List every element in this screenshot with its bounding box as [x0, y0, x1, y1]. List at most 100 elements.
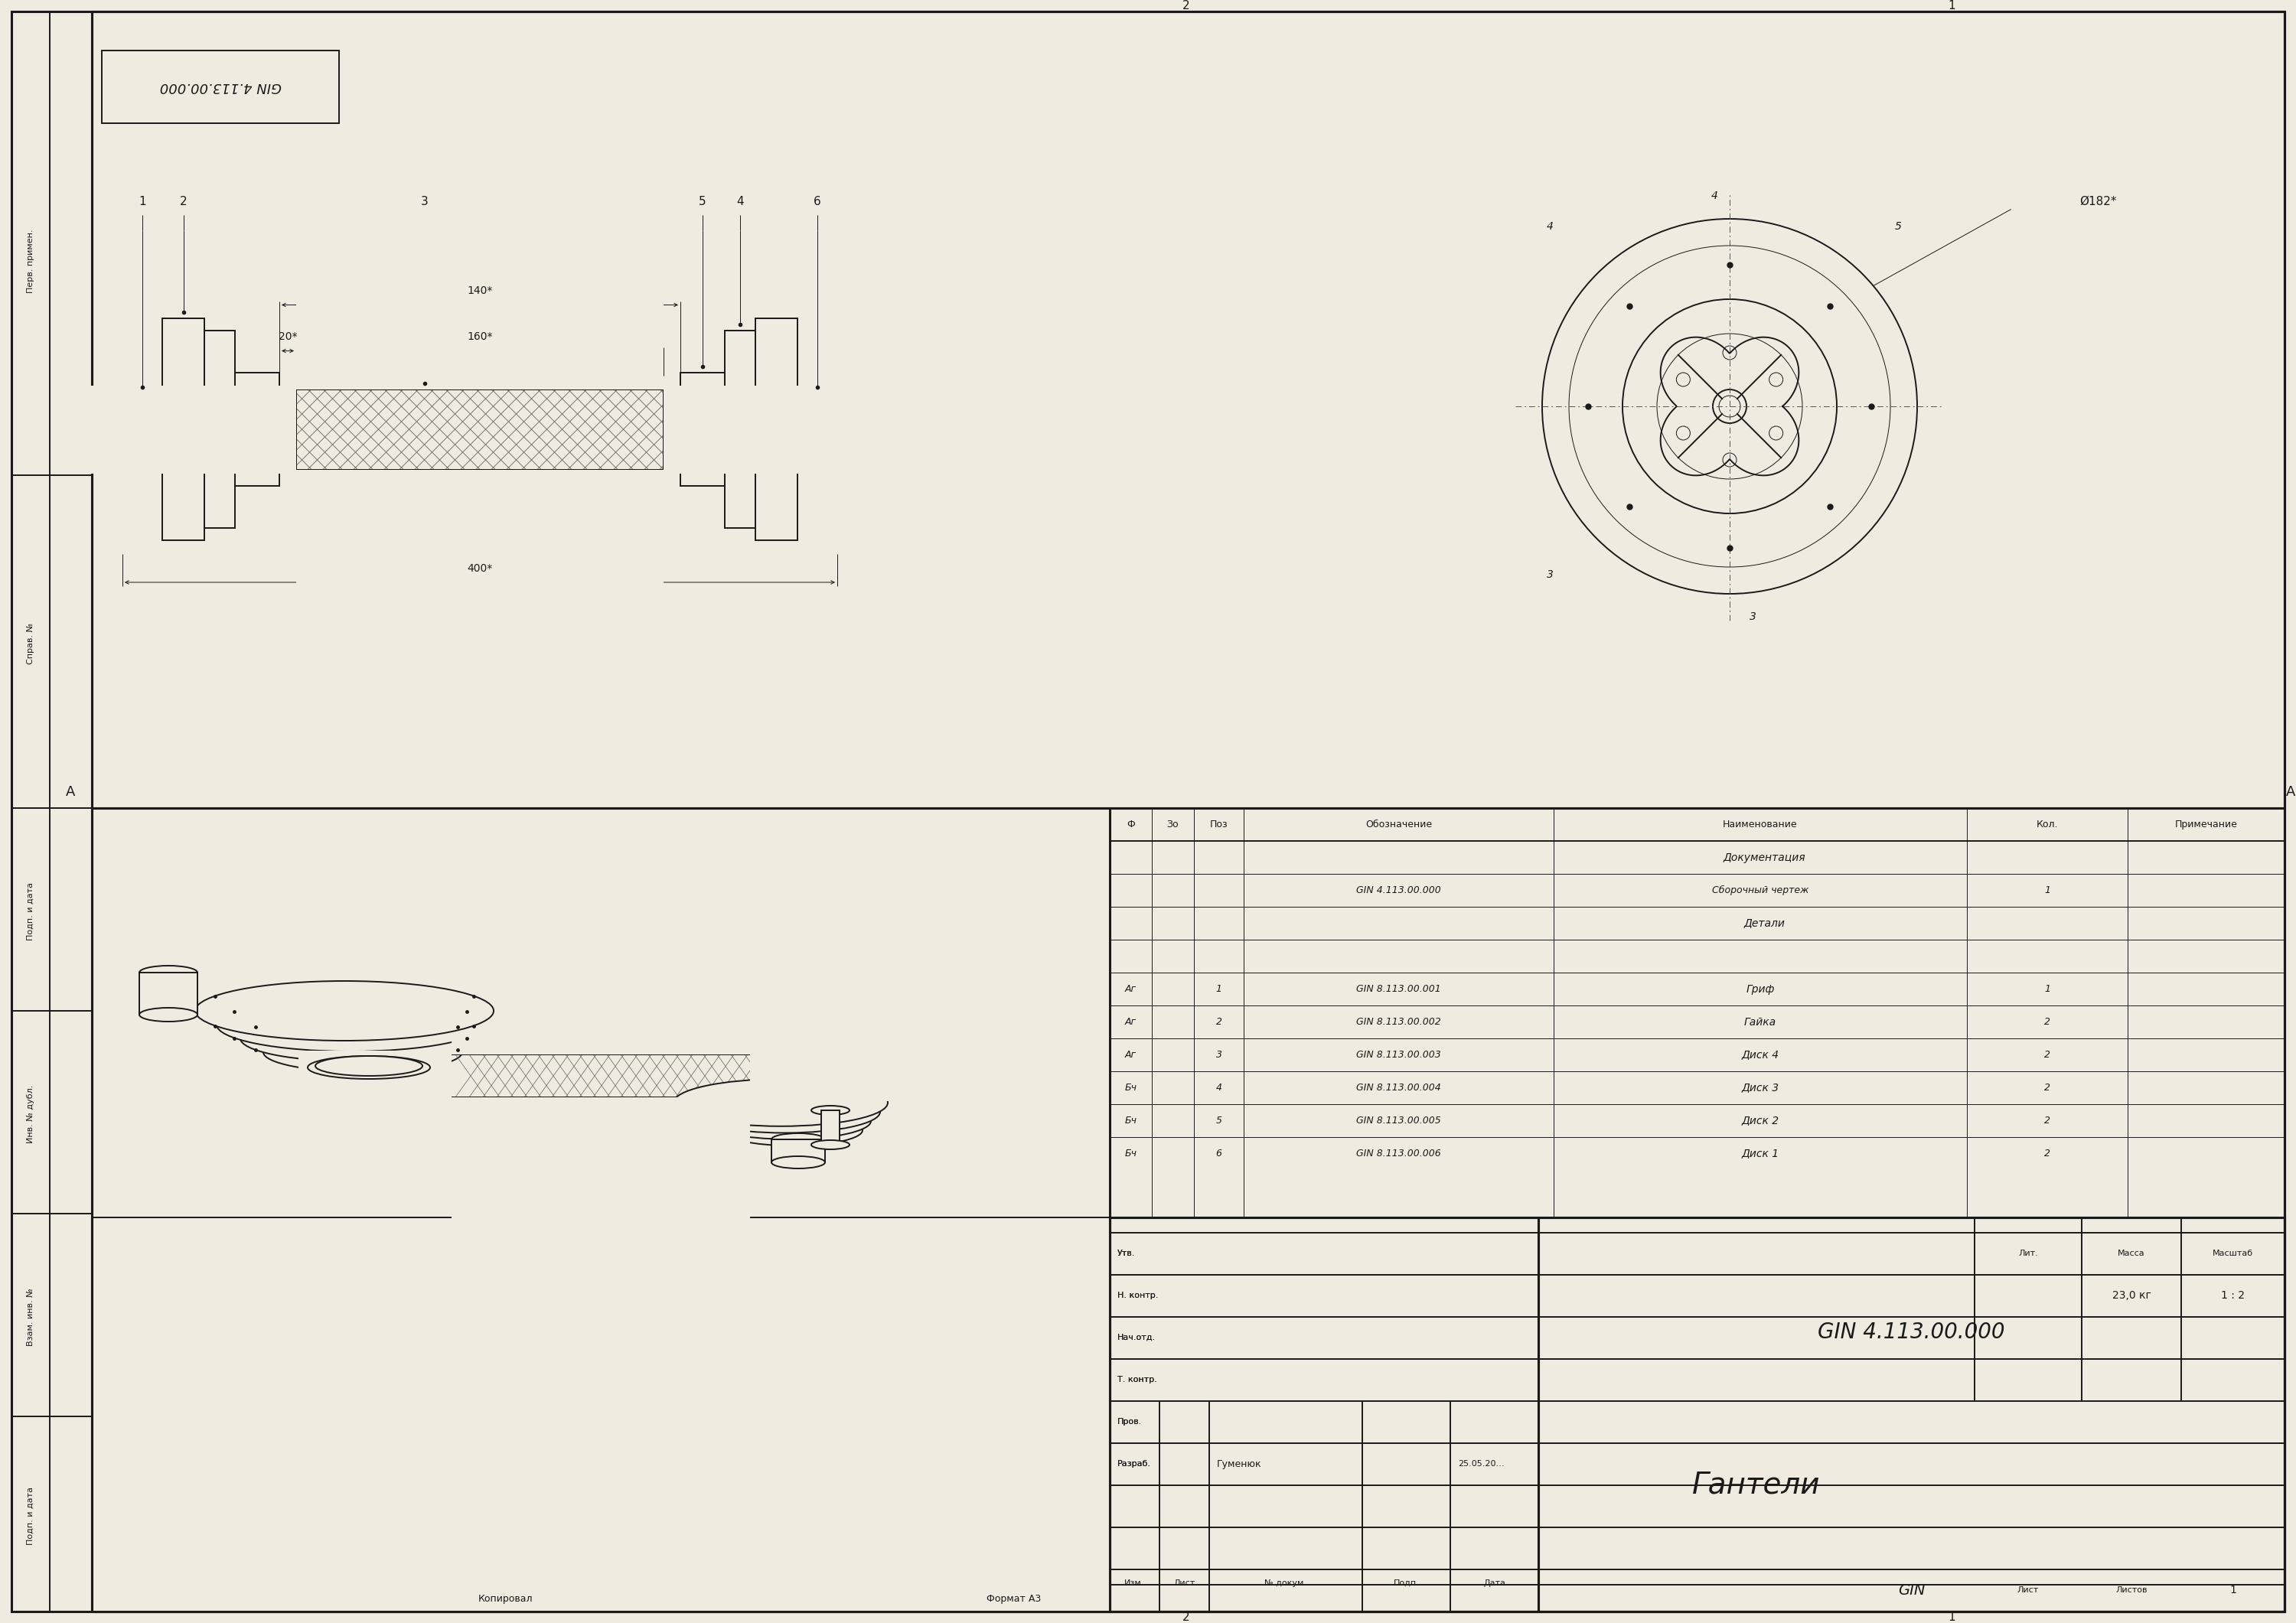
Text: 4: 4	[1548, 221, 1552, 232]
Text: Подп. и дата: Подп. и дата	[28, 883, 34, 940]
Text: Детали: Детали	[1743, 919, 1784, 928]
Text: 140*: 140*	[466, 286, 494, 297]
Ellipse shape	[216, 998, 484, 1052]
Ellipse shape	[140, 1008, 197, 1021]
Bar	[452, 901, 751, 1055]
Ellipse shape	[810, 1105, 850, 1115]
Text: Бч: Бч	[1125, 1083, 1137, 1092]
Text: Гриф: Гриф	[1745, 984, 1775, 995]
Bar	[452, 1097, 751, 1250]
Bar	[680, 373, 726, 485]
Bar	[751, 1050, 902, 1100]
Text: GIN: GIN	[1899, 1584, 1924, 1599]
Bar	[296, 469, 664, 700]
Bar	[163, 318, 204, 540]
Bar	[296, 390, 664, 469]
Text: Формат А3: Формат А3	[987, 1594, 1042, 1604]
Text: Гуменюк: Гуменюк	[1217, 1459, 1263, 1469]
Text: 2: 2	[2043, 1018, 2050, 1027]
Text: GIN 4.113.00.000: GIN 4.113.00.000	[1357, 885, 1442, 896]
Text: Лист: Лист	[2018, 1586, 2039, 1594]
Bar	[67, 385, 296, 474]
Text: 2: 2	[1182, 0, 1189, 11]
Ellipse shape	[771, 1156, 824, 1169]
Ellipse shape	[673, 1079, 889, 1126]
Text: 1: 1	[2229, 1584, 2236, 1595]
Text: Разраб.: Разраб.	[1118, 1461, 1150, 1467]
Text: Сборочный чертеж: Сборочный чертеж	[1713, 885, 1809, 896]
Ellipse shape	[315, 1057, 422, 1076]
Text: Перв. примен.: Перв. примен.	[28, 229, 34, 292]
Text: А: А	[67, 786, 76, 799]
Text: Поз: Поз	[1210, 820, 1228, 829]
Text: Диск 3: Диск 3	[1740, 1083, 1779, 1094]
Bar	[1109, 808, 2285, 1217]
Text: 2: 2	[2043, 1115, 2050, 1126]
Bar	[726, 331, 755, 527]
Text: № докум.: № докум.	[1265, 1579, 1306, 1587]
Ellipse shape	[705, 1104, 870, 1139]
Text: 3: 3	[420, 196, 429, 208]
Text: Лист: Лист	[1173, 1579, 1196, 1587]
Text: 3: 3	[1750, 612, 1756, 622]
Text: Диск 1: Диск 1	[1740, 1147, 1779, 1159]
Text: Справ. №: Справ. №	[28, 623, 34, 664]
Text: Масса: Масса	[2117, 1250, 2144, 1258]
Text: Гайка: Гайка	[1745, 1016, 1777, 1027]
Text: Дата: Дата	[1483, 1579, 1506, 1587]
Text: GIN 8.113.00.005: GIN 8.113.00.005	[1357, 1115, 1442, 1126]
Bar	[280, 391, 296, 467]
Text: 5: 5	[698, 196, 707, 208]
Text: Пров.: Пров.	[1118, 1419, 1141, 1425]
Text: Диск 2: Диск 2	[1740, 1115, 1779, 1126]
Text: 1: 1	[2043, 984, 2050, 993]
Ellipse shape	[689, 1091, 879, 1133]
Text: Н. контр.: Н. контр.	[1118, 1292, 1157, 1300]
Text: GIN 8.113.00.001: GIN 8.113.00.001	[1357, 984, 1442, 993]
Text: Разраб.: Разраб.	[1118, 1461, 1150, 1467]
Text: Инв. № дубл.: Инв. № дубл.	[28, 1084, 34, 1143]
Ellipse shape	[721, 1115, 863, 1146]
Text: Бч: Бч	[1125, 1149, 1137, 1159]
Bar	[204, 331, 234, 527]
Text: 1: 1	[1947, 0, 1956, 11]
Text: Лит.: Лит.	[2018, 1250, 2039, 1258]
Text: 2: 2	[179, 196, 186, 208]
Bar	[822, 1110, 840, 1144]
Text: Пров.: Пров.	[1118, 1419, 1141, 1425]
Text: Бч: Бч	[1125, 1115, 1137, 1126]
Bar	[755, 318, 797, 540]
Text: 2: 2	[2043, 1149, 2050, 1159]
Text: Изм.: Изм.	[1125, 1579, 1146, 1587]
Text: 2: 2	[2043, 1050, 2050, 1060]
Text: 5: 5	[1217, 1115, 1221, 1126]
Ellipse shape	[140, 966, 197, 979]
Text: 5: 5	[1894, 221, 1901, 232]
Text: Подп.: Подп.	[1394, 1579, 1419, 1587]
Bar	[298, 1050, 452, 1100]
Text: Нач.отд.: Нач.отд.	[1118, 1334, 1155, 1341]
Bar	[92, 1217, 1109, 1612]
Text: 4: 4	[1217, 1083, 1221, 1092]
Bar	[234, 373, 280, 485]
Text: Т. контр.: Т. контр.	[1118, 1376, 1157, 1383]
Text: 6: 6	[1217, 1149, 1221, 1159]
Text: 160*: 160*	[466, 331, 494, 342]
Text: 2: 2	[2043, 1083, 2050, 1092]
Text: 25.05.20…: 25.05.20…	[1458, 1461, 1504, 1467]
Text: 20*: 20*	[278, 331, 296, 342]
Text: Взам. инв. №: Взам. инв. №	[28, 1289, 34, 1345]
Text: GIN 4.113.00.000: GIN 4.113.00.000	[158, 80, 282, 94]
Bar	[797, 393, 838, 466]
Bar	[140, 972, 197, 1014]
Text: 2: 2	[1217, 1018, 1221, 1027]
Text: Копировал: Копировал	[478, 1594, 533, 1604]
Bar	[664, 385, 893, 474]
Text: 1: 1	[1947, 1612, 1956, 1623]
Text: Кол.: Кол.	[2037, 820, 2057, 829]
Text: 1: 1	[1217, 984, 1221, 993]
Text: 6: 6	[813, 196, 822, 208]
Text: 1: 1	[138, 196, 147, 208]
Text: Наименование: Наименование	[1722, 820, 1798, 829]
Text: Нач.отд.: Нач.отд.	[1118, 1334, 1155, 1341]
